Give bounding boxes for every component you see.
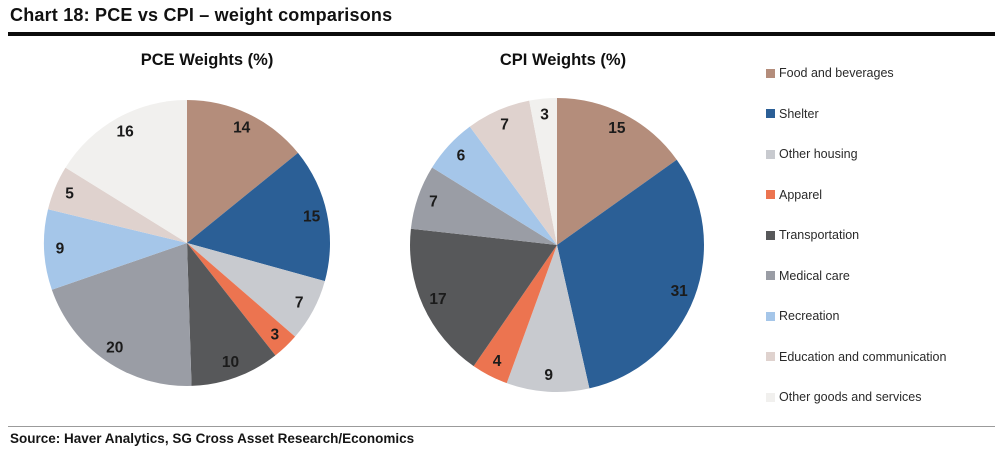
legend-item-medical-care: Medical care	[766, 267, 946, 285]
pie-slice-other-goods-and-services	[529, 98, 557, 245]
pie-value-label-shelter: 15	[303, 208, 321, 225]
pie-slice-medical-care	[410, 167, 557, 245]
pie-slice-other-housing	[506, 245, 590, 393]
cpi-pie-chart: 15 31 9 4 17 7 6 7 3	[410, 98, 705, 393]
legend-swatch-icon	[766, 230, 775, 240]
legend-label: Other goods and services	[779, 390, 922, 404]
pie-value-label-recreation: 6	[457, 148, 466, 165]
pie-slice-education-and-communication	[469, 100, 557, 245]
legend-label: Other housing	[779, 147, 858, 161]
pie-value-label-food-and-beverages: 14	[233, 120, 251, 137]
legend-label: Recreation	[779, 309, 840, 323]
pie-slice-recreation	[432, 126, 557, 245]
legend-swatch-icon	[766, 68, 775, 78]
legend-label: Transportation	[779, 228, 860, 242]
pie-slice-education-and-communication	[48, 167, 187, 243]
title-divider	[8, 32, 995, 36]
legend-label: Apparel	[779, 187, 823, 202]
pie-slice-food-and-beverages	[187, 100, 298, 243]
legend-label: Food and beverages	[779, 66, 894, 80]
pie-slice-apparel	[473, 245, 557, 384]
pie-slice-other-housing	[187, 243, 325, 337]
source-divider	[8, 426, 995, 427]
legend-item-other-goods-and-services: Other goods and services	[766, 388, 946, 406]
pie-value-label-transportation: 10	[222, 354, 239, 371]
pie-value-label-apparel: 3	[270, 327, 279, 344]
pie-value-label-food-and-beverages: 15	[608, 120, 626, 137]
pie-slice-recreation	[43, 209, 188, 290]
legend-swatch-icon	[766, 190, 775, 199]
legend-swatch-icon	[766, 352, 775, 361]
pce-pie-chart: 14 15 73 10 20 9 5 16	[43, 100, 331, 387]
pie-slice-transportation	[187, 243, 276, 386]
legend-item-transportation: Transportation	[766, 226, 946, 244]
page-title: Chart 18: PCE vs CPI – weight comparison…	[10, 5, 393, 25]
pie-value-label-other-housing: 7	[295, 295, 304, 312]
legend-swatch-icon	[766, 109, 775, 118]
legend: Food and beverages Shelter Other housing Ap…	[766, 64, 946, 406]
pie-value-label-other-goods-and-services: 3	[540, 106, 549, 123]
pie-value-label-medical-care: 7	[429, 194, 438, 211]
pie-value-label-education-and-communication: 5	[65, 185, 74, 202]
legend-swatch-icon	[766, 149, 775, 159]
legend-label: Medical care	[779, 268, 850, 283]
pie-slice-transportation	[410, 228, 557, 367]
legend-label: Education and communication	[779, 349, 947, 364]
pie-value-label-education-and-communication: 7	[500, 117, 509, 134]
pie-slice-shelter	[187, 152, 331, 282]
legend-item-other-housing: Other housing	[766, 145, 946, 163]
legend-swatch-icon	[766, 271, 775, 280]
pie-value-label-transportation: 17	[429, 291, 446, 308]
pie-slice-medical-care	[51, 243, 192, 387]
legend-item-recreation: Recreation	[766, 307, 946, 325]
legend-swatch-icon	[766, 311, 775, 321]
pie-value-label-recreation: 9	[56, 241, 65, 258]
legend-item-apparel: Apparel	[766, 186, 946, 204]
legend-item-food-and-beverages: Food and beverages	[766, 64, 946, 82]
pie-value-label-other-housing: 9	[544, 367, 553, 384]
legend-item-education-and-communication: Education and communication	[766, 348, 946, 366]
pie-value-label-apparel: 4	[493, 353, 502, 370]
pie-slice-shelter	[557, 159, 705, 389]
cpi-pie-title: CPI Weights (%)	[499, 51, 627, 69]
pce-pie-title: PCE Weights (%)	[140, 51, 274, 69]
pie-slice-food-and-beverages	[557, 98, 677, 245]
legend-label: Shelter	[779, 106, 819, 121]
pie-slice-other-goods-and-services	[65, 100, 187, 243]
pie-value-label-medical-care: 20	[106, 339, 123, 356]
pie-slice-apparel	[187, 243, 296, 356]
pie-value-label-shelter: 31	[671, 283, 689, 300]
source-text: Source: Haver Analytics, SG Cross Asset …	[10, 431, 415, 446]
legend-swatch-icon	[766, 392, 775, 402]
pie-value-label-other-goods-and-services: 16	[116, 123, 134, 140]
legend-item-shelter: Shelter	[766, 105, 946, 123]
